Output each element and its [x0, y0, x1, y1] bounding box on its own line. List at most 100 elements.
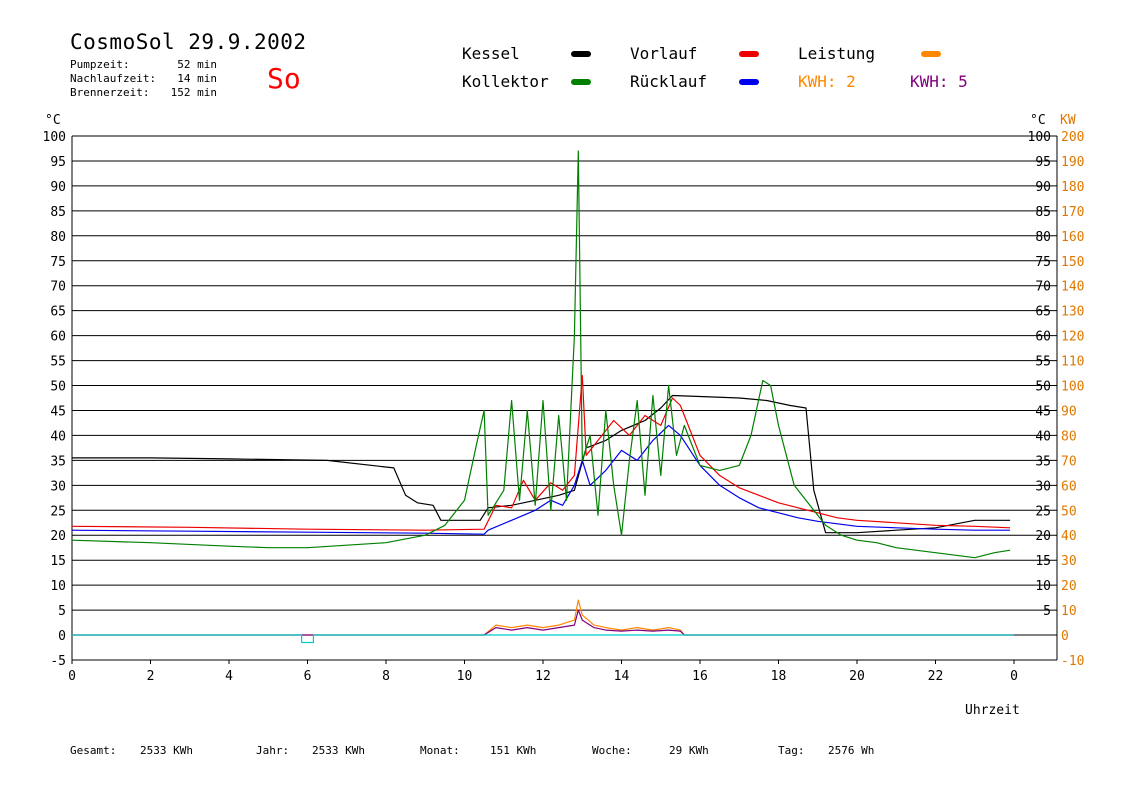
y-tick-label-right: 10: [1035, 579, 1051, 594]
legend-ruecklauf-swatch: [739, 79, 759, 85]
y-tick-label-right: 20: [1035, 529, 1051, 544]
y-tick-label-left: 45: [50, 404, 66, 419]
info-nachlaufzeit: Nachlaufzeit: 14 min: [70, 72, 217, 85]
legend-kollektor-swatch: [571, 79, 591, 85]
x-tick-label: 12: [535, 669, 551, 684]
stat-monat: Monat: 151 KWh: [420, 744, 536, 757]
y-tick-label-left: 65: [50, 305, 66, 320]
data-series: [71, 150, 1014, 644]
x-tick-label: 8: [382, 669, 390, 684]
legend-kwh-orange: KWH: 2: [798, 72, 856, 91]
y-tick-label-kw: 150: [1061, 255, 1084, 270]
y-tick-label-right: 60: [1035, 330, 1051, 345]
y-tick-label-left: 70: [50, 280, 66, 295]
y-tick-label-left: 40: [50, 429, 66, 444]
y-tick-label-right: 40: [1035, 429, 1051, 444]
y-tick-label-left: 100: [43, 130, 66, 145]
legend-leistung-label: Leistung: [798, 44, 876, 63]
series-line-vorlauf: [71, 374, 1011, 531]
x-axis-ticks: 0 2 4 6 8 10 12 14 16 18 20 22 0: [68, 660, 1018, 684]
stat-jahr: Jahr: 2533 KWh: [256, 744, 365, 757]
y-tick-label-left: 25: [50, 504, 66, 519]
y-tick-label-kw: 0: [1061, 629, 1069, 644]
y-tick-label-right: 15: [1035, 554, 1051, 569]
y-tick-label-left: 35: [50, 454, 66, 469]
stat-label: Woche:: [592, 744, 632, 757]
y-tick-label-kw: 100: [1061, 380, 1084, 395]
y-axis-kw-unit: KW: [1060, 113, 1076, 128]
y-tick-label-left: 20: [50, 529, 66, 544]
y-tick-label-kw: 140: [1061, 280, 1084, 295]
y-tick-label-right: 55: [1035, 355, 1051, 370]
info-value: 14 min: [177, 72, 217, 85]
y-tick-label-kw: 190: [1061, 155, 1084, 170]
y-tick-label-left: 5: [58, 604, 66, 619]
y-tick-label-kw: 120: [1061, 330, 1084, 345]
y-axis-right-unit: °C: [1030, 113, 1046, 128]
info-label: Brennerzeit:: [70, 86, 150, 99]
y-tick-label-kw: 20: [1061, 579, 1077, 594]
y-tick-label-right: 45: [1035, 404, 1051, 419]
stat-value: 151 KWh: [490, 744, 537, 757]
y-tick-label-kw: -10: [1061, 654, 1084, 669]
info-label: Pumpzeit:: [70, 58, 130, 71]
stat-tag: Tag: 2576 Wh: [778, 744, 874, 757]
x-tick-label: 22: [928, 669, 944, 684]
y-axis-left-ticks: 1009590858075706560555045403530252015105…: [43, 130, 66, 669]
x-tick-label: 4: [225, 669, 233, 684]
series-line-kessel: [72, 394, 1011, 534]
y-axis-kw-ticks: 2001901801701601501401301201101009080706…: [1061, 130, 1084, 669]
y-tick-label-left: 30: [50, 479, 66, 494]
y-tick-label-kw: 70: [1061, 454, 1077, 469]
y-tick-label-right: 85: [1035, 205, 1051, 220]
y-tick-label-right: 50: [1035, 380, 1051, 395]
y-tick-label-kw: 130: [1061, 305, 1084, 320]
stat-label: Monat:: [420, 744, 460, 757]
y-tick-label-kw: 160: [1061, 230, 1084, 245]
y-tick-label-right: 95: [1035, 155, 1051, 170]
legend-vorlauf-label: Vorlauf: [630, 44, 698, 63]
y-axis-right-ticks: 100 95 90 85 80 75 70 65 60 55 50 45 40 35 30 25 20 15 10 5: [1028, 130, 1051, 619]
y-tick-label-right: 90: [1035, 180, 1051, 195]
info-pumpzeit: Pumpzeit: 52 min: [70, 58, 217, 71]
x-tick-label: 10: [457, 669, 473, 684]
x-tick-label: 16: [692, 669, 708, 684]
y-tick-label-left: 15: [50, 554, 66, 569]
stat-value: 2576 Wh: [828, 744, 875, 757]
y-tick-label-right: 70: [1035, 280, 1051, 295]
x-tick-label: 14: [614, 669, 630, 684]
info-brennerzeit: Brennerzeit: 152 min: [70, 86, 217, 99]
series-line-r-cklauf: [71, 424, 1011, 535]
stat-label: Tag:: [778, 744, 805, 757]
series-line-pumpe: [72, 634, 1014, 644]
x-tick-label: 0: [68, 669, 76, 684]
stat-gesamt: Gesamt: 2533 KWh: [70, 744, 193, 757]
y-tick-label-kw: 40: [1061, 529, 1077, 544]
y-tick-label-right: 75: [1035, 255, 1051, 270]
y-tick-label-kw: 10: [1061, 604, 1077, 619]
y-tick-label-left: 50: [50, 380, 66, 395]
chart-grid: [71, 135, 1058, 661]
y-axis-left-unit: °C: [45, 113, 61, 128]
y-tick-label-right: 100: [1028, 130, 1051, 145]
series-line-leistung: [72, 599, 1014, 636]
x-tick-label: 20: [849, 669, 865, 684]
y-tick-label-kw: 50: [1061, 504, 1077, 519]
y-tick-label-right: 35: [1035, 454, 1051, 469]
info-label: Nachlaufzeit:: [70, 72, 157, 85]
y-tick-label-left: 80: [50, 230, 66, 245]
legend-kessel-swatch: [571, 51, 591, 57]
legend-leistung-swatch: [921, 51, 941, 57]
x-axis-label: Uhrzeit: [965, 703, 1020, 718]
stat-value: 2533 KWh: [140, 744, 193, 757]
y-tick-label-right: 30: [1035, 479, 1051, 494]
y-tick-label-kw: 90: [1061, 404, 1077, 419]
info-value: 152 min: [170, 86, 217, 99]
legend-kollektor-label: Kollektor: [462, 72, 549, 91]
stat-label: Jahr:: [256, 744, 290, 757]
stat-value: 2533 KWh: [312, 744, 365, 757]
y-tick-label-right: 80: [1035, 230, 1051, 245]
y-tick-label-left: 95: [50, 155, 66, 170]
y-tick-label-kw: 170: [1061, 205, 1084, 220]
